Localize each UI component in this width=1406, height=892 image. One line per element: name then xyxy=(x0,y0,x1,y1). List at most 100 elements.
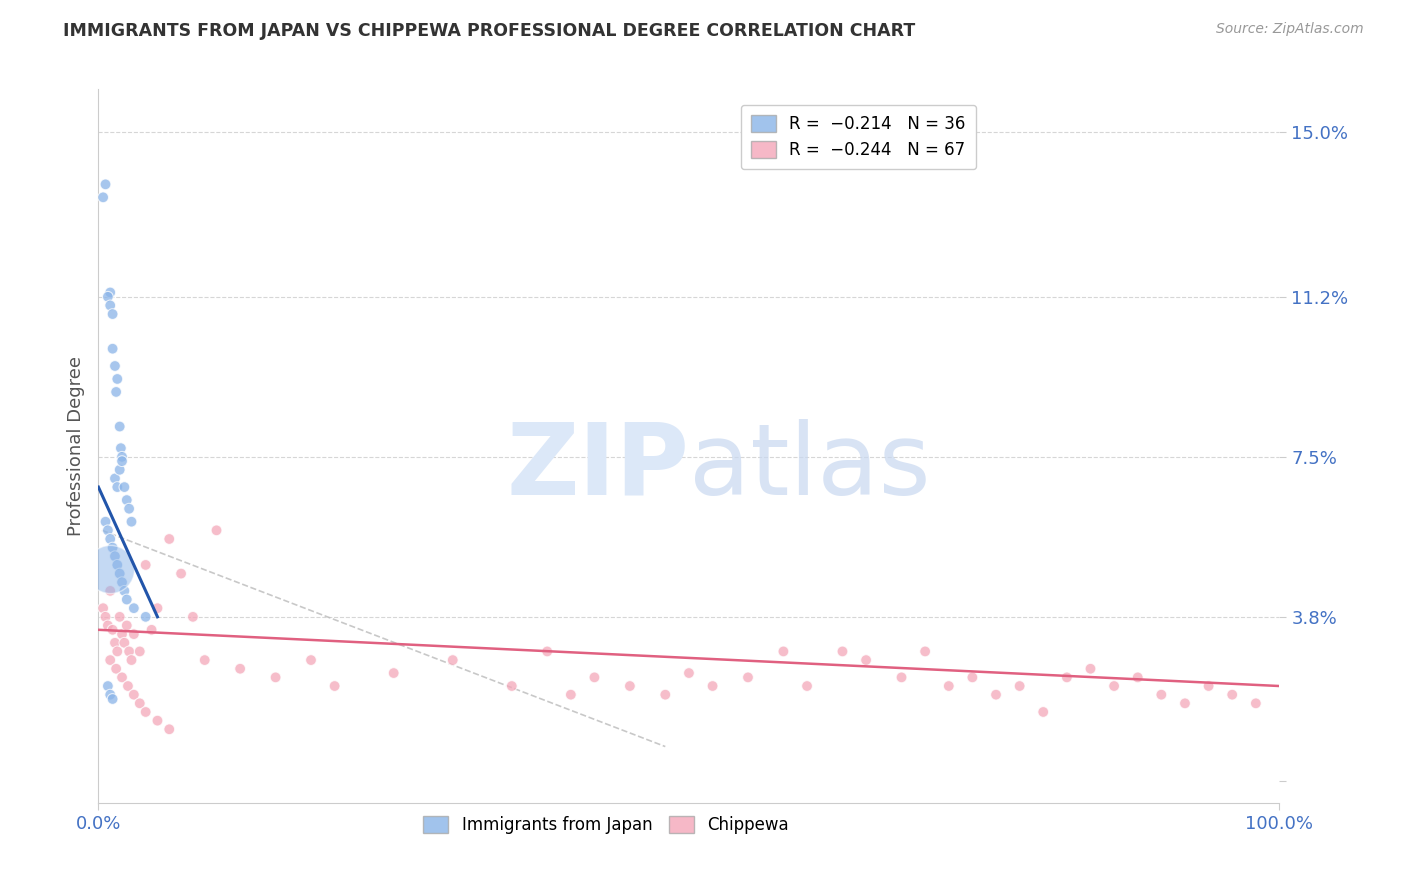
Point xyxy=(117,679,139,693)
Point xyxy=(890,670,912,684)
Y-axis label: Professional Degree: Professional Degree xyxy=(66,356,84,536)
Point xyxy=(122,601,145,615)
Point xyxy=(105,558,128,572)
Point xyxy=(104,359,127,373)
Point xyxy=(121,653,143,667)
Point xyxy=(264,670,287,684)
Point xyxy=(101,623,124,637)
Point xyxy=(1174,696,1197,710)
Point xyxy=(112,480,135,494)
Point xyxy=(122,688,145,702)
Point xyxy=(855,653,877,667)
Point xyxy=(205,524,228,538)
Point xyxy=(135,558,157,572)
Point xyxy=(831,644,853,658)
Point xyxy=(111,575,134,590)
Point xyxy=(108,463,131,477)
Point xyxy=(583,670,606,684)
Point xyxy=(91,190,114,204)
Point xyxy=(128,696,150,710)
Point xyxy=(702,679,724,693)
Text: Source: ZipAtlas.com: Source: ZipAtlas.com xyxy=(1216,22,1364,37)
Point xyxy=(146,714,169,728)
Point xyxy=(112,583,135,598)
Point xyxy=(914,644,936,658)
Point xyxy=(112,636,135,650)
Point xyxy=(111,627,134,641)
Point xyxy=(111,454,134,468)
Point xyxy=(141,623,163,637)
Point xyxy=(104,549,127,564)
Point xyxy=(984,688,1007,702)
Point xyxy=(229,662,252,676)
Point xyxy=(98,532,121,546)
Point xyxy=(501,679,523,693)
Point xyxy=(1056,670,1078,684)
Text: IMMIGRANTS FROM JAPAN VS CHIPPEWA PROFESSIONAL DEGREE CORRELATION CHART: IMMIGRANTS FROM JAPAN VS CHIPPEWA PROFES… xyxy=(63,22,915,40)
Point xyxy=(157,532,180,546)
Point xyxy=(101,541,124,555)
Point xyxy=(135,610,157,624)
Point xyxy=(121,515,143,529)
Point xyxy=(323,679,346,693)
Point xyxy=(1102,679,1125,693)
Point xyxy=(94,610,117,624)
Point xyxy=(115,618,138,632)
Point xyxy=(115,592,138,607)
Point xyxy=(619,679,641,693)
Point xyxy=(105,662,128,676)
Point xyxy=(146,601,169,615)
Point xyxy=(135,705,157,719)
Point xyxy=(97,524,120,538)
Point xyxy=(678,666,700,681)
Point xyxy=(128,644,150,658)
Point xyxy=(94,178,117,192)
Point xyxy=(1150,688,1173,702)
Point xyxy=(98,653,121,667)
Point xyxy=(108,610,131,624)
Point xyxy=(111,670,134,684)
Point xyxy=(772,644,794,658)
Point xyxy=(110,441,132,455)
Point xyxy=(105,372,128,386)
Point xyxy=(94,515,117,529)
Point xyxy=(97,290,120,304)
Point xyxy=(1244,696,1267,710)
Point xyxy=(101,342,124,356)
Text: atlas: atlas xyxy=(689,419,931,516)
Point xyxy=(98,583,121,598)
Point xyxy=(105,384,128,399)
Point xyxy=(194,653,217,667)
Point xyxy=(1198,679,1220,693)
Point xyxy=(97,679,120,693)
Point xyxy=(98,688,121,702)
Point xyxy=(157,723,180,737)
Point xyxy=(938,679,960,693)
Point xyxy=(98,562,121,576)
Point xyxy=(1008,679,1031,693)
Point xyxy=(299,653,322,667)
Point xyxy=(108,566,131,581)
Point xyxy=(654,688,676,702)
Point xyxy=(181,610,204,624)
Point xyxy=(737,670,759,684)
Point xyxy=(115,493,138,508)
Point xyxy=(97,618,120,632)
Point xyxy=(560,688,582,702)
Point xyxy=(118,644,141,658)
Point xyxy=(122,627,145,641)
Point xyxy=(101,692,124,706)
Point xyxy=(104,471,127,485)
Point xyxy=(98,285,121,300)
Point xyxy=(1126,670,1149,684)
Point xyxy=(962,670,984,684)
Text: ZIP: ZIP xyxy=(506,419,689,516)
Point xyxy=(170,566,193,581)
Point xyxy=(441,653,464,667)
Point xyxy=(105,480,128,494)
Point xyxy=(108,419,131,434)
Point xyxy=(382,666,405,681)
Point xyxy=(796,679,818,693)
Point xyxy=(104,636,127,650)
Point xyxy=(111,450,134,464)
